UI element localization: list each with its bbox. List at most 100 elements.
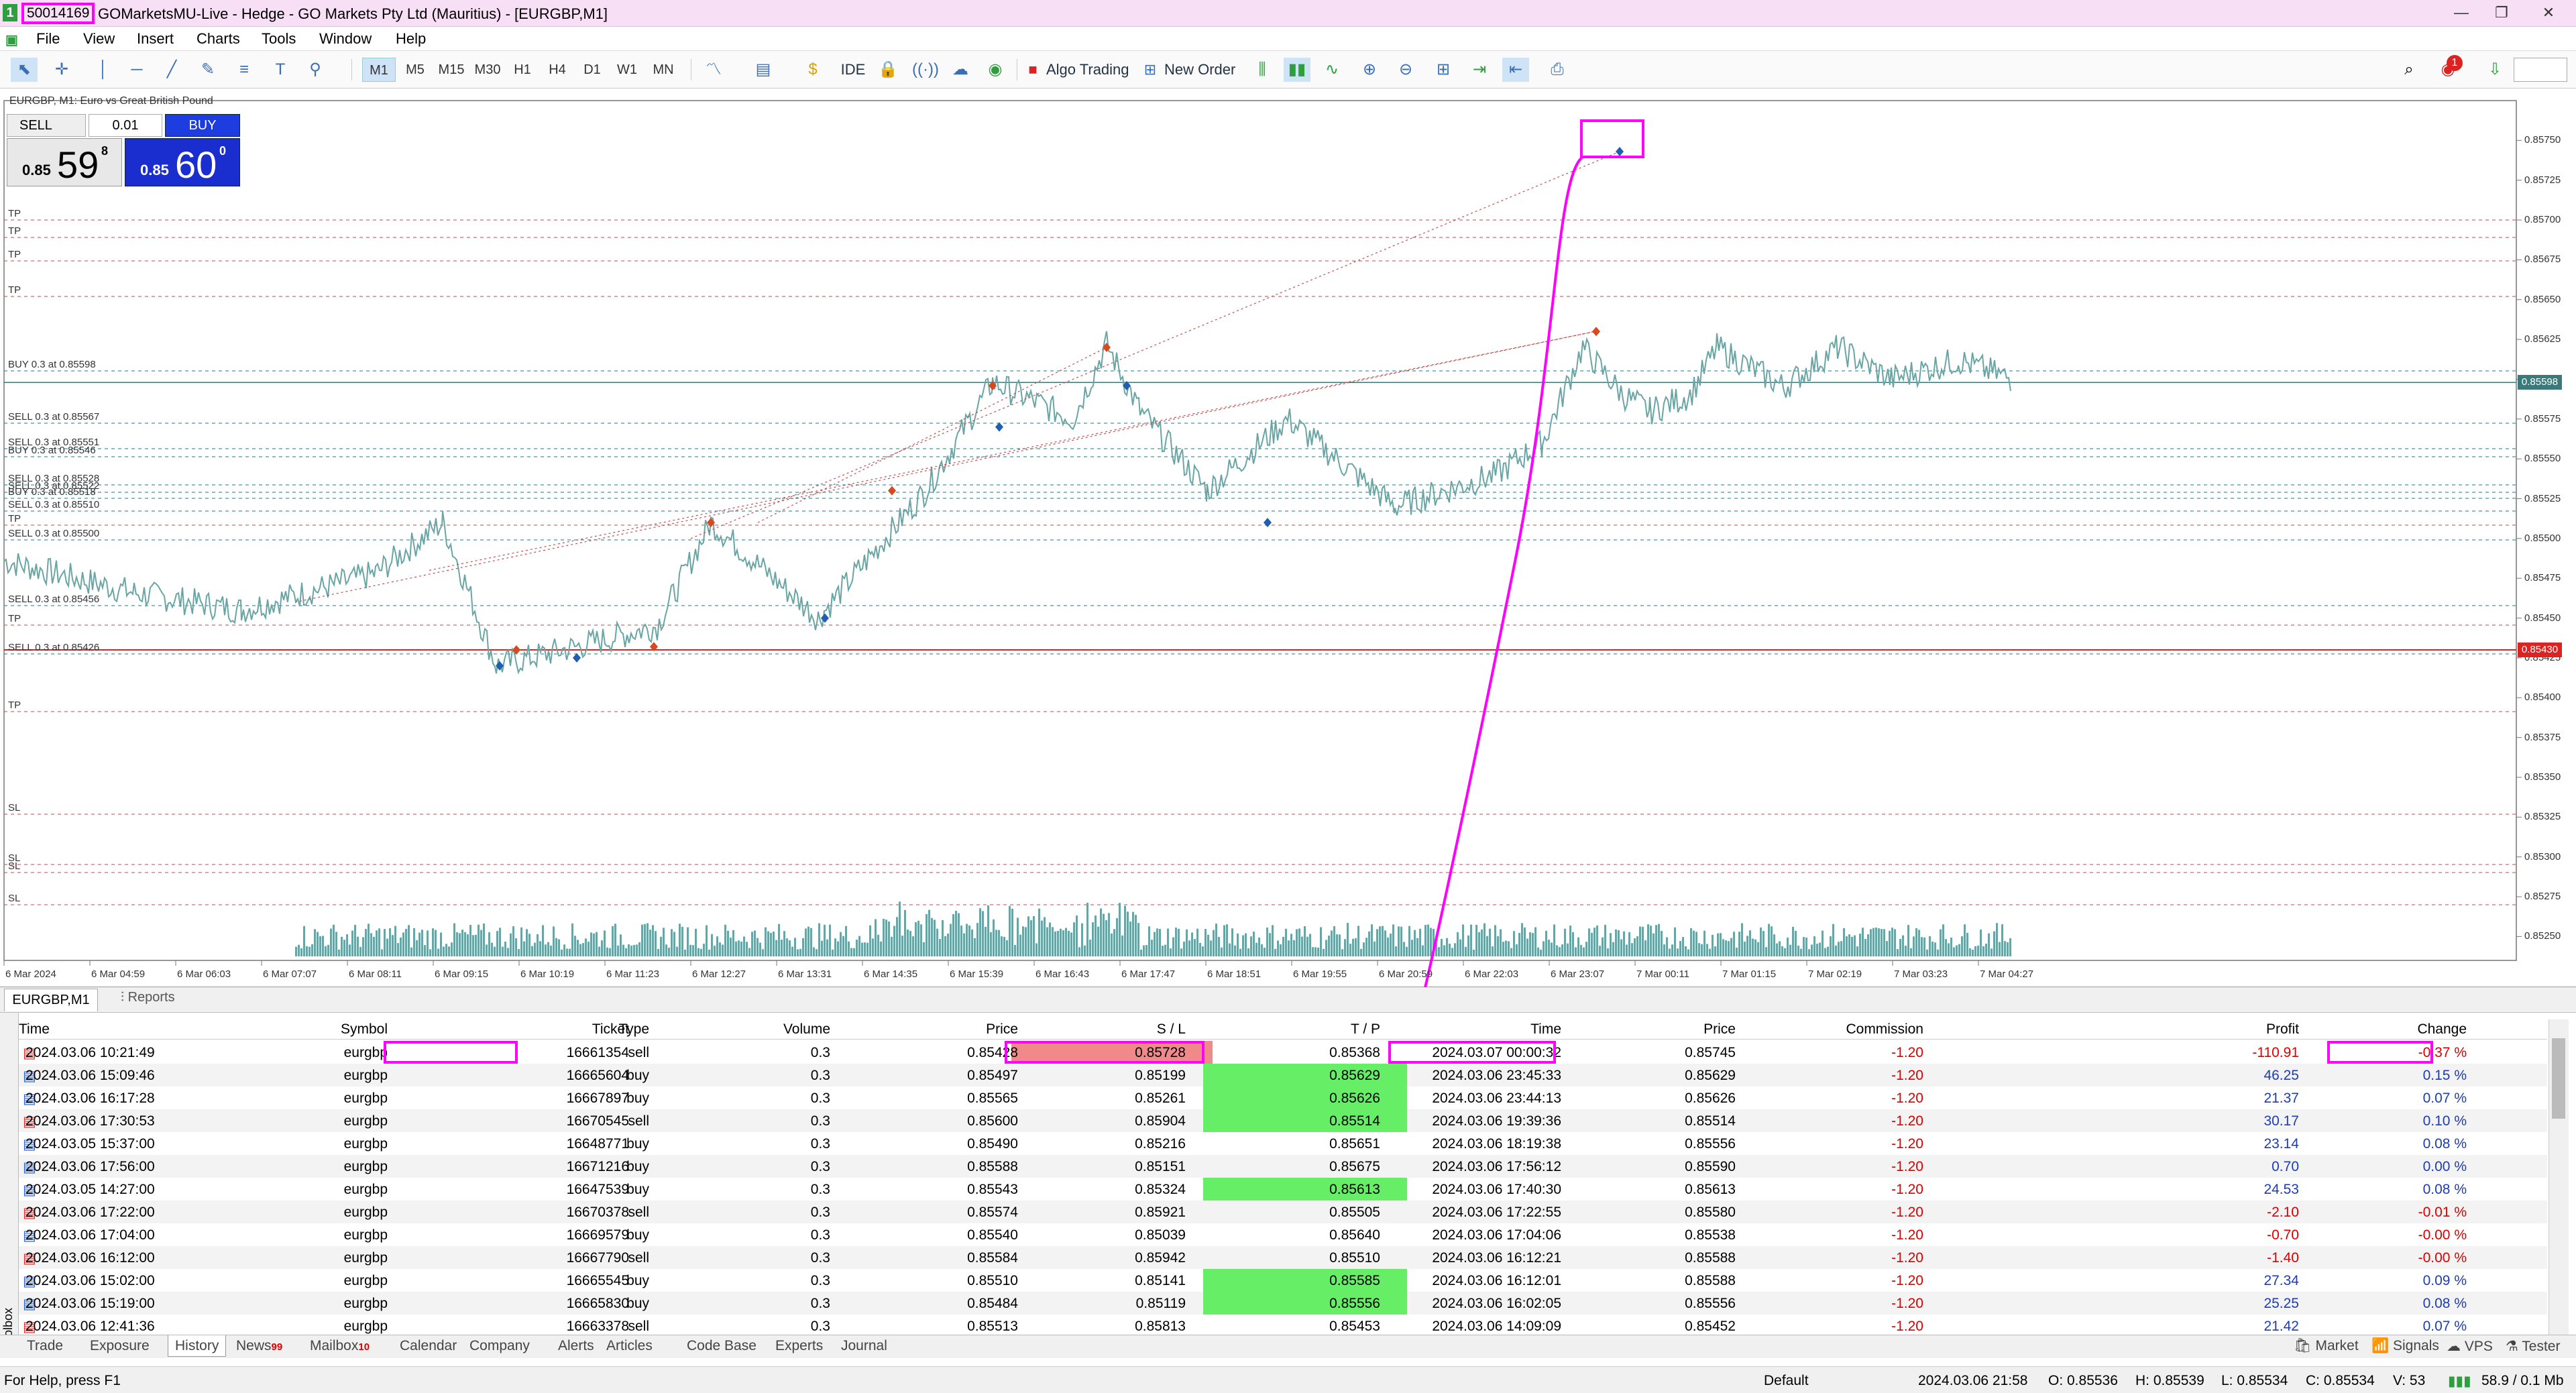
- order-level-label[interactable]: TP: [8, 249, 21, 260]
- order-level-label[interactable]: TP: [8, 284, 21, 296]
- vertical-line-icon[interactable]: │: [98, 60, 109, 78]
- toolbox-tab-code-base[interactable]: Code Base: [687, 1338, 757, 1354]
- candlestick-icon[interactable]: ▮▮: [1284, 58, 1310, 82]
- toolbox-tab-calendar[interactable]: Calendar: [400, 1338, 457, 1354]
- vps-tab[interactable]: ☁ VPS: [2447, 1338, 2493, 1355]
- history-row[interactable]: ▤ 2024.03.06 17:30:53 eurgbp 16670545 sell 0.…: [19, 1109, 2547, 1132]
- tf-m5[interactable]: M5: [406, 62, 425, 77]
- history-row[interactable]: ▤ 2024.03.06 17:56:00 eurgbp 16671216 buy 0.3…: [19, 1155, 2547, 1178]
- sell-price-box[interactable]: 0.85 59 8: [7, 138, 122, 186]
- close-button[interactable]: ✕: [2542, 4, 2555, 21]
- crosshair-icon[interactable]: ✛: [54, 60, 69, 78]
- horizontal-line-icon[interactable]: ─: [131, 60, 143, 78]
- column-header[interactable]: Ticket: [592, 1021, 629, 1037]
- cursor-icon[interactable]: ⬉: [11, 58, 38, 82]
- column-header[interactable]: Profit: [2265, 1021, 2299, 1037]
- toolbox-tab-trade[interactable]: Trade: [27, 1338, 63, 1354]
- zoom-out-icon[interactable]: ⊖: [1398, 60, 1413, 78]
- tester-tab[interactable]: ⚗ Tester: [2506, 1338, 2560, 1355]
- chart-tab-eurgbp[interactable]: EURGBP,M1: [4, 989, 98, 1011]
- menu-view[interactable]: View: [83, 30, 115, 47]
- toolbox-tab-history[interactable]: History: [168, 1335, 227, 1357]
- toolbar-search-field[interactable]: [2514, 58, 2567, 82]
- column-header[interactable]: T / P: [1351, 1021, 1380, 1037]
- toolbox-tab-exposure[interactable]: Exposure: [90, 1338, 150, 1354]
- lock-icon[interactable]: 🔒: [878, 60, 898, 78]
- history-row[interactable]: ▤ 2024.03.06 10:21:49 eurgbp 16661354 sell 0.…: [19, 1041, 2547, 1064]
- menu-window[interactable]: Window: [319, 30, 372, 47]
- toolbox-tab-news[interactable]: News99: [236, 1338, 282, 1354]
- toolbox-tab-journal[interactable]: Journal: [841, 1338, 887, 1354]
- cloud-icon[interactable]: ☁: [952, 60, 968, 78]
- column-header[interactable]: Commission: [1846, 1021, 1923, 1037]
- history-row[interactable]: ▤ 2024.03.06 15:02:00 eurgbp 16665545 buy 0.3…: [19, 1269, 2547, 1292]
- tf-h1[interactable]: H1: [514, 62, 531, 77]
- market-icon[interactable]: $: [808, 60, 818, 78]
- order-level-label[interactable]: SELL 0.3 at 0.85500: [8, 528, 100, 539]
- new-order-button[interactable]: New Order: [1164, 61, 1236, 78]
- menu-insert[interactable]: Insert: [137, 30, 174, 47]
- toolbox-tab-articles[interactable]: Articles: [606, 1338, 653, 1354]
- column-header[interactable]: Type: [618, 1021, 649, 1037]
- order-level-label[interactable]: SL: [8, 860, 21, 872]
- templates-icon[interactable]: ▤: [755, 60, 771, 78]
- history-row[interactable]: ▤ 2024.03.06 17:04:00 eurgbp 16669579 buy 0.3…: [19, 1223, 2547, 1246]
- account-icon[interactable]: ⇩: [2487, 60, 2502, 78]
- trendline-icon[interactable]: ╱: [166, 60, 177, 78]
- menu-file[interactable]: File: [36, 30, 60, 47]
- shapes-icon[interactable]: ⚲: [309, 60, 321, 78]
- signal-icon[interactable]: ((·)): [912, 60, 939, 78]
- toolbox-tab-alerts[interactable]: Alerts: [558, 1338, 594, 1354]
- algo-trading-button[interactable]: Algo Trading: [1046, 61, 1129, 78]
- bar-chart-icon[interactable]: ⫼: [1258, 60, 1266, 78]
- column-header[interactable]: Symbol: [340, 1021, 388, 1037]
- price-chart[interactable]: [0, 89, 2576, 987]
- toolbox-tab-mailbox[interactable]: Mailbox10: [310, 1338, 370, 1354]
- toolbox-tab-company[interactable]: Company: [469, 1338, 530, 1354]
- order-level-label[interactable]: SELL 0.3 at 0.85510: [8, 499, 100, 510]
- history-row[interactable]: ▤ 2024.03.06 16:17:28 eurgbp 16667897 buy 0.3…: [19, 1086, 2547, 1109]
- buy-button[interactable]: BUY: [165, 114, 240, 137]
- tf-w1[interactable]: W1: [617, 62, 637, 77]
- sell-button[interactable]: SELL: [7, 114, 86, 137]
- order-level-label[interactable]: TP: [8, 613, 21, 624]
- column-header[interactable]: S / L: [1156, 1021, 1186, 1037]
- history-row[interactable]: ▤ 2024.03.05 14:27:00 eurgbp 16647539 buy 0.3…: [19, 1178, 2547, 1201]
- screenshot-icon[interactable]: ⎙: [1551, 60, 1564, 78]
- order-level-label[interactable]: TP: [8, 700, 21, 711]
- autoscroll-icon[interactable]: ⇥: [1472, 60, 1487, 78]
- column-header[interactable]: Change: [2417, 1021, 2467, 1037]
- order-level-label[interactable]: SL: [8, 802, 21, 814]
- order-level-label[interactable]: BUY 0.3 at 0.85518: [8, 486, 96, 498]
- globe-icon[interactable]: ◉: [988, 60, 1003, 78]
- new-order-icon[interactable]: ⊞: [1143, 61, 1157, 78]
- restore-button[interactable]: ❐: [2495, 4, 2508, 21]
- tf-m30[interactable]: M30: [474, 62, 501, 77]
- algo-trading-icon[interactable]: ■: [1028, 61, 1038, 78]
- order-level-label[interactable]: SELL 0.3 at 0.85456: [8, 594, 100, 605]
- order-level-label[interactable]: SELL 0.3 at 0.85426: [8, 642, 100, 653]
- pen-icon[interactable]: ✎: [201, 60, 215, 78]
- order-level-label[interactable]: TP: [8, 513, 21, 524]
- minimize-button[interactable]: —: [2454, 4, 2469, 21]
- channel-icon[interactable]: ≡: [239, 60, 249, 78]
- order-level-label[interactable]: TP: [8, 225, 21, 237]
- chart-shift-icon[interactable]: ⇤: [1502, 58, 1529, 82]
- order-level-label[interactable]: TP: [8, 208, 21, 219]
- menu-charts[interactable]: Charts: [197, 30, 240, 47]
- column-header[interactable]: Price: [1703, 1021, 1736, 1037]
- column-header[interactable]: Volume: [783, 1021, 830, 1037]
- chart-menu-icon[interactable]: ▣: [5, 33, 18, 48]
- zoom-in-icon[interactable]: ⊕: [1362, 60, 1377, 78]
- order-level-label[interactable]: SL: [8, 852, 21, 864]
- tf-m1[interactable]: M1: [362, 58, 396, 82]
- menu-tools[interactable]: Tools: [262, 30, 296, 47]
- tf-d1[interactable]: D1: [583, 62, 601, 77]
- order-level-label[interactable]: BUY 0.3 at 0.85598: [8, 359, 96, 370]
- order-level-label[interactable]: SELL 0.3 at 0.85528: [8, 473, 100, 484]
- scrollbar-thumb[interactable]: [2552, 1038, 2565, 1119]
- toolbox-tab-experts[interactable]: Experts: [775, 1338, 823, 1354]
- buy-price-box[interactable]: 0.85 60 0: [125, 138, 240, 186]
- tf-mn[interactable]: MN: [653, 62, 674, 77]
- history-row[interactable]: ▤ 2024.03.06 17:22:00 eurgbp 16670378 sell 0.…: [19, 1201, 2547, 1223]
